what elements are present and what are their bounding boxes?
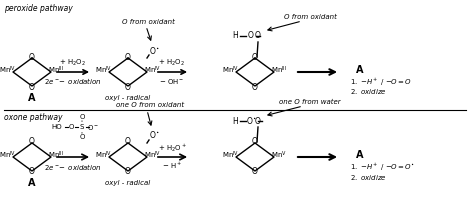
Text: $\mathsf{Mn^{IV}}$: $\mathsf{Mn^{IV}}$: [95, 64, 112, 76]
Text: oxone pathway: oxone pathway: [4, 113, 63, 122]
Text: $\mathsf{Mn^{III}}$: $\mathsf{Mn^{III}}$: [48, 64, 64, 76]
Text: $1.\ \mathit{-H^+}\ /\ \mathit{-O{=}O}$: $1.\ \mathit{-H^+}\ /\ \mathit{-O{=}O}$: [350, 76, 412, 88]
Text: oxyl - radical: oxyl - radical: [105, 95, 151, 101]
Text: $+\ \mathsf{H_2O_2}$: $+\ \mathsf{H_2O_2}$: [158, 58, 185, 68]
Text: $-\ \mathsf{H^+}$: $-\ \mathsf{H^+}$: [162, 161, 182, 171]
Text: $\mathsf{Mn^{III}}$: $\mathsf{Mn^{III}}$: [271, 64, 287, 76]
Text: O: O: [248, 31, 254, 41]
Text: A: A: [28, 178, 36, 188]
Text: $-\ \mathsf{OH^-}$: $-\ \mathsf{OH^-}$: [159, 77, 185, 85]
Text: O from oxidant: O from oxidant: [121, 19, 174, 25]
Text: one O from water: one O from water: [279, 99, 341, 105]
Text: O: O: [29, 168, 35, 176]
Text: O: O: [29, 138, 35, 146]
Text: $2.\ \mathit{oxidize}$: $2.\ \mathit{oxidize}$: [350, 87, 387, 97]
Text: $\mathsf{Mn^{V}}$: $\mathsf{Mn^{V}}$: [271, 149, 287, 161]
Text: $\mathit{2e^-\!\!-\ oxidation}$: $\mathit{2e^-\!\!-\ oxidation}$: [44, 76, 102, 86]
Text: O: O: [29, 82, 35, 92]
Text: O: O: [252, 168, 258, 176]
Text: $\mathit{2e^-\!\!-\ oxidation}$: $\mathit{2e^-\!\!-\ oxidation}$: [44, 162, 102, 172]
Text: S: S: [80, 124, 84, 130]
Text: O: O: [125, 168, 131, 176]
Text: $\mathsf{O^-}$: $\mathsf{O^-}$: [87, 123, 99, 132]
Text: O from oxidant: O from oxidant: [283, 14, 337, 20]
Text: $\mathsf{Mn^{IV}}$: $\mathsf{Mn^{IV}}$: [0, 149, 16, 161]
Text: $\mathsf{Mn^{IV}}$: $\mathsf{Mn^{IV}}$: [144, 64, 161, 76]
Text: O: O: [29, 53, 35, 61]
Text: O: O: [252, 138, 258, 146]
Text: A: A: [356, 65, 364, 75]
Text: $\mathsf{Mn^{IV}}$: $\mathsf{Mn^{IV}}$: [222, 149, 239, 161]
Text: peroxide pathway: peroxide pathway: [4, 4, 73, 13]
Text: H: H: [232, 117, 238, 125]
Text: H: H: [232, 31, 238, 41]
Text: $+\ \mathsf{H_2O_2}$: $+\ \mathsf{H_2O_2}$: [60, 58, 86, 68]
Text: oxyl - radical: oxyl - radical: [105, 180, 151, 186]
Text: $\mathsf{Mn^{IV}}$: $\mathsf{Mn^{IV}}$: [222, 64, 239, 76]
Text: A: A: [28, 93, 36, 103]
Text: HO: HO: [52, 124, 62, 130]
Text: A: A: [356, 150, 364, 160]
Text: one O from oxidant: one O from oxidant: [116, 102, 184, 108]
Text: $\mathsf{Mn^{IV}}$: $\mathsf{Mn^{IV}}$: [95, 149, 112, 161]
Text: O: O: [79, 114, 85, 120]
Text: O: O: [252, 53, 258, 61]
Text: O: O: [252, 82, 258, 92]
Text: $2.\ \mathit{oxidize}$: $2.\ \mathit{oxidize}$: [350, 173, 387, 181]
Text: O: O: [255, 117, 261, 125]
Text: $\mathsf{O^{\bullet}}$: $\mathsf{O^{\bullet}}$: [149, 130, 159, 140]
Text: $\mathsf{Mn^{III}}$: $\mathsf{Mn^{III}}$: [48, 149, 64, 161]
Text: $\mathsf{Mn^{IV}}$: $\mathsf{Mn^{IV}}$: [144, 149, 161, 161]
Text: $+\ \mathsf{H_2O^+}$: $+\ \mathsf{H_2O^+}$: [157, 142, 186, 154]
Text: $1.\ \mathit{-H^+}\ /\ \mathit{-O{=}O^{\bullet}}$: $1.\ \mathit{-H^+}\ /\ \mathit{-O{=}O^{\…: [350, 161, 415, 173]
Text: O: O: [255, 31, 261, 41]
Text: O: O: [79, 134, 85, 140]
Text: $\mathsf{O^{\bullet}}$: $\mathsf{O^{\bullet}}$: [149, 44, 159, 56]
Text: O: O: [125, 138, 131, 146]
Text: $\mathsf{O^{\bullet}}$: $\mathsf{O^{\bullet}}$: [246, 115, 256, 127]
Text: O: O: [68, 124, 73, 130]
Text: $\mathsf{Mn^{IV}}$: $\mathsf{Mn^{IV}}$: [0, 64, 16, 76]
Text: O: O: [125, 82, 131, 92]
Text: O: O: [125, 53, 131, 61]
